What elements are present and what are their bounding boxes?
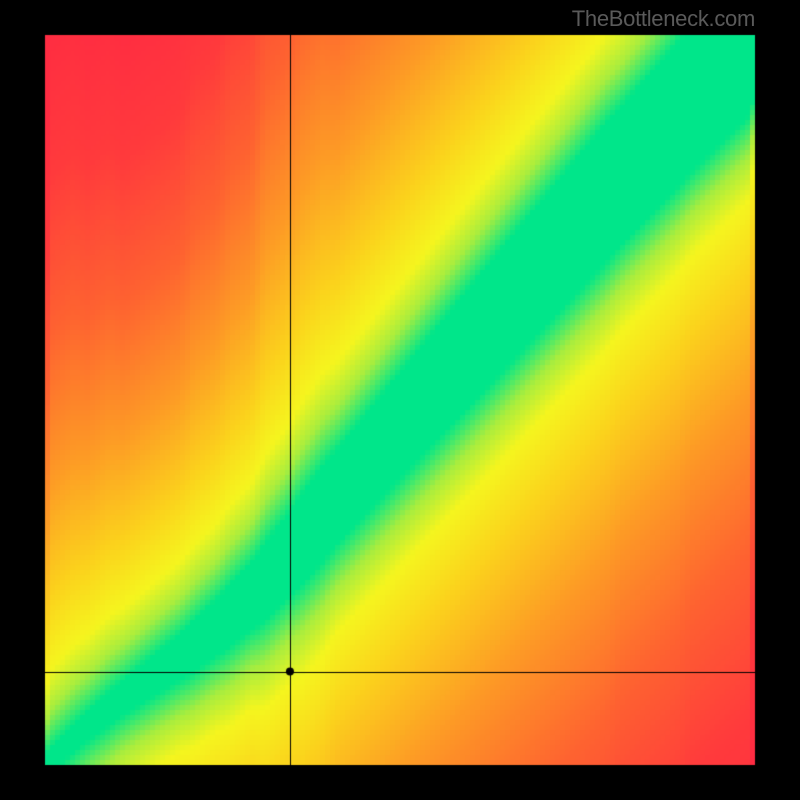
watermark-text: TheBottleneck.com (572, 6, 755, 32)
bottleneck-heatmap (0, 0, 800, 800)
chart-container: TheBottleneck.com (0, 0, 800, 800)
